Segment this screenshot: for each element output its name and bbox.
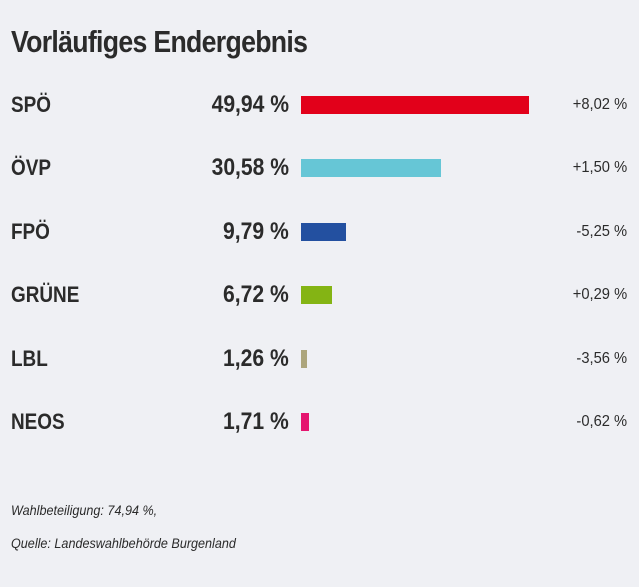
bar-row-lbl: LBL 1,26 % -3,56 %	[0, 344, 639, 374]
party-label: FPÖ	[11, 218, 50, 244]
bar-oevp	[301, 159, 441, 178]
bar-row-spoe: SPÖ 49,94 % +8,02 %	[0, 90, 639, 120]
turnout-note: Wahlbeteiligung: 74,94 %,	[11, 502, 158, 518]
value-label: 1,26 %	[223, 344, 289, 372]
value-label: 30,58 %	[211, 154, 289, 182]
bar-row-fpoe: FPÖ 9,79 % -5,25 %	[0, 217, 639, 247]
value-label: 9,79 %	[223, 217, 289, 245]
party-label: LBL	[11, 345, 48, 371]
value-label: 1,71 %	[223, 408, 289, 435]
change-label: -5,25 %	[576, 222, 627, 240]
party-label: GRÜNE	[11, 282, 80, 308]
source-note: Quelle: Landeswahlbehörde Burgenland	[11, 535, 236, 551]
chart-title: Vorläufiges Endergebnis	[11, 24, 308, 59]
bar-fpoe	[301, 222, 346, 241]
change-label: -0,62 %	[576, 413, 627, 430]
value-label: 6,72 %	[223, 281, 289, 309]
party-label: ÖVP	[11, 155, 51, 181]
bar-row-gruene: GRÜNE 6,72 % +0,29 %	[0, 280, 639, 310]
change-label: +0,29 %	[572, 286, 627, 304]
change-label: +8,02 %	[572, 96, 627, 113]
change-label: +1,50 %	[572, 159, 627, 177]
bar-spoe	[301, 96, 529, 114]
change-label: -3,56 %	[576, 349, 627, 367]
bar-neos	[301, 413, 309, 431]
value-label: 49,94 %	[211, 91, 289, 118]
bar-gruene	[301, 286, 332, 305]
party-label: SPÖ	[11, 92, 51, 117]
bar-row-oevp: ÖVP 30,58 % +1,50 %	[0, 153, 639, 183]
bar-lbl	[301, 349, 307, 368]
bar-row-neos: NEOS 1,71 % -0,62 %	[0, 407, 639, 437]
party-label: NEOS	[11, 409, 65, 434]
